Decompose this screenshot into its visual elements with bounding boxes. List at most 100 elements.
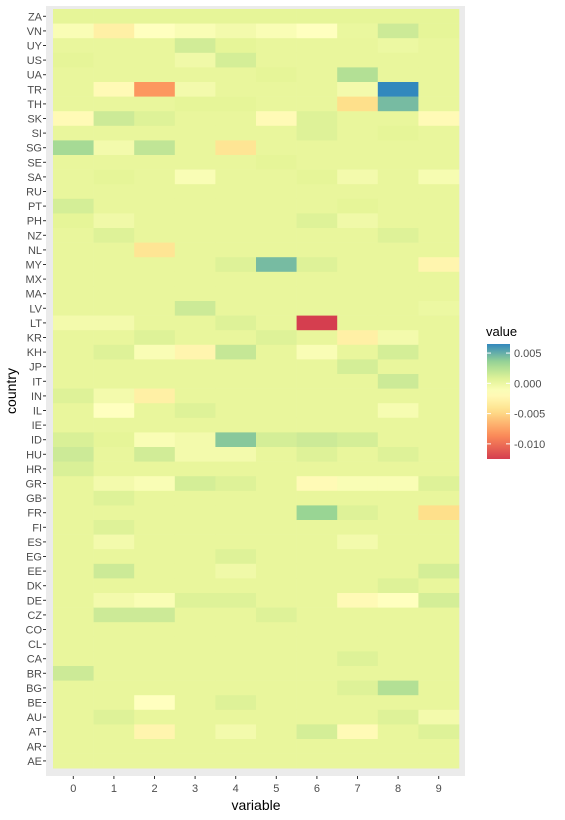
heatmap-cell-uy-1 bbox=[93, 38, 135, 54]
heatmap-cells bbox=[53, 9, 460, 769]
heatmap-cell-hu-6 bbox=[296, 447, 338, 462]
heatmap-cell-uy-0 bbox=[53, 38, 94, 54]
y-tick-label-gb: GB bbox=[26, 493, 42, 505]
x-tick-label-8: 8 bbox=[395, 783, 401, 795]
heatmap-cell-ph-6 bbox=[296, 213, 338, 229]
heatmap-cell-ie-7 bbox=[337, 417, 379, 433]
heatmap-cell-ar-4 bbox=[215, 739, 257, 754]
heatmap-cell-th-7 bbox=[337, 96, 379, 112]
y-axis-title: country bbox=[3, 368, 19, 414]
heatmap-cell-th-8 bbox=[377, 96, 419, 112]
heatmap-cell-sk-1 bbox=[93, 111, 135, 127]
heatmap-cell-pt-5 bbox=[256, 198, 297, 214]
heatmap-cell-gb-2 bbox=[134, 490, 176, 506]
heatmap-cell-ph-2 bbox=[134, 213, 176, 229]
heatmap-cell-cz-5 bbox=[256, 607, 297, 623]
heatmap-cell-za-9 bbox=[418, 9, 460, 24]
heatmap-cell-jp-6 bbox=[296, 359, 338, 375]
heatmap-cell-be-4 bbox=[215, 695, 257, 711]
heatmap-cell-es-9 bbox=[418, 534, 460, 550]
heatmap-cell-ua-4 bbox=[215, 67, 257, 83]
heatmap-cell-ua-7 bbox=[337, 67, 379, 83]
heatmap-cell-ca-4 bbox=[215, 651, 257, 667]
heatmap-cell-au-1 bbox=[93, 709, 135, 725]
heatmap-cell-th-3 bbox=[174, 96, 216, 112]
heatmap-cell-dk-8 bbox=[377, 578, 419, 594]
x-tick-label-7: 7 bbox=[354, 783, 360, 795]
heatmap-cell-kr-4 bbox=[215, 330, 257, 346]
heatmap-cell-co-8 bbox=[377, 622, 419, 638]
heatmap-cell-sa-7 bbox=[337, 169, 379, 185]
heatmap-cell-si-8 bbox=[377, 125, 419, 141]
y-tick-label-co: CO bbox=[26, 625, 43, 637]
heatmap-cell-th-6 bbox=[296, 96, 338, 112]
heatmap-cell-cl-6 bbox=[296, 636, 338, 652]
heatmap-cell-vn-0 bbox=[53, 23, 94, 39]
heatmap-cell-cz-9 bbox=[418, 607, 460, 623]
heatmap-cell-gr-1 bbox=[93, 476, 135, 492]
heatmap-cell-fr-3 bbox=[174, 505, 216, 521]
heatmap-cell-au-7 bbox=[337, 709, 379, 725]
heatmap-cell-ua-2 bbox=[134, 67, 176, 83]
y-tick-label-th: TH bbox=[27, 99, 42, 111]
heatmap-cell-kr-1 bbox=[93, 330, 135, 346]
y-tick-label-be: BE bbox=[27, 698, 42, 710]
heatmap-cell-co-7 bbox=[337, 622, 379, 638]
heatmap-cell-lv-6 bbox=[296, 301, 338, 316]
heatmap-cell-sk-2 bbox=[134, 111, 176, 127]
heatmap-cell-hu-7 bbox=[337, 447, 379, 462]
heatmap-cell-de-2 bbox=[134, 593, 176, 608]
heatmap-cell-it-8 bbox=[377, 374, 419, 389]
heatmap-cell-ma-6 bbox=[296, 286, 338, 302]
heatmap-cell-my-2 bbox=[134, 257, 176, 273]
y-tick-label-cz: CZ bbox=[27, 610, 42, 622]
heatmap-cell-ee-6 bbox=[296, 563, 338, 579]
heatmap-cell-nz-9 bbox=[418, 228, 460, 243]
x-tick-label-2: 2 bbox=[151, 783, 157, 795]
heatmap-cell-eg-6 bbox=[296, 549, 338, 565]
heatmap-cell-il-0 bbox=[53, 403, 94, 419]
heatmap-cell-ee-4 bbox=[215, 563, 257, 579]
heatmap-cell-ma-5 bbox=[256, 286, 297, 302]
x-axis-ticks: 0 1 2 3 4 5 6 7 8 9 bbox=[70, 776, 442, 795]
heatmap-cell-nl-4 bbox=[215, 242, 257, 258]
heatmap-cell-fi-8 bbox=[377, 520, 419, 535]
heatmap-cell-lv-5 bbox=[256, 301, 297, 316]
heatmap-cell-de-4 bbox=[215, 593, 257, 608]
heatmap-cell-at-2 bbox=[134, 724, 176, 740]
y-tick-label-sg: SG bbox=[26, 143, 42, 155]
heatmap-cell-at-7 bbox=[337, 724, 379, 740]
heatmap-cell-ie-3 bbox=[174, 417, 216, 433]
heatmap-cell-jp-1 bbox=[93, 359, 135, 375]
heatmap-cell-hr-8 bbox=[377, 461, 419, 477]
heatmap-cell-se-0 bbox=[53, 155, 94, 170]
heatmap-cell-tr-9 bbox=[418, 82, 460, 97]
heatmap-cell-jp-7 bbox=[337, 359, 379, 375]
heatmap-cell-fr-9 bbox=[418, 505, 460, 521]
y-tick-label-jp: JP bbox=[29, 362, 42, 374]
heatmap-cell-jp-3 bbox=[174, 359, 216, 375]
heatmap-cell-cz-1 bbox=[93, 607, 135, 623]
heatmap-cell-au-8 bbox=[377, 709, 419, 725]
x-tick-label-0: 0 bbox=[70, 783, 76, 795]
heatmap-cell-nz-2 bbox=[134, 228, 176, 243]
heatmap-cell-fr-2 bbox=[134, 505, 176, 521]
heatmap-cell-us-4 bbox=[215, 52, 257, 68]
heatmap-cell-sa-8 bbox=[377, 169, 419, 185]
heatmap-cell-ca-9 bbox=[418, 651, 460, 667]
heatmap-cell-lt-6 bbox=[296, 315, 338, 331]
heatmap-cell-hu-4 bbox=[215, 447, 257, 462]
heatmap-cell-my-9 bbox=[418, 257, 460, 273]
heatmap-cell-ar-3 bbox=[174, 739, 216, 754]
heatmap-cell-si-7 bbox=[337, 125, 379, 141]
heatmap-cell-mx-8 bbox=[377, 271, 419, 287]
y-tick-label-au: AU bbox=[27, 712, 42, 724]
y-tick-label-lv: LV bbox=[29, 303, 42, 315]
heatmap-cell-il-6 bbox=[296, 403, 338, 419]
heatmap-cell-ru-0 bbox=[53, 184, 94, 200]
heatmap-cell-bg-0 bbox=[53, 680, 94, 696]
heatmap-cell-my-0 bbox=[53, 257, 94, 273]
heatmap-cell-lt-3 bbox=[174, 315, 216, 331]
heatmap-cell-ar-7 bbox=[337, 739, 379, 754]
heatmap-cell-il-4 bbox=[215, 403, 257, 419]
